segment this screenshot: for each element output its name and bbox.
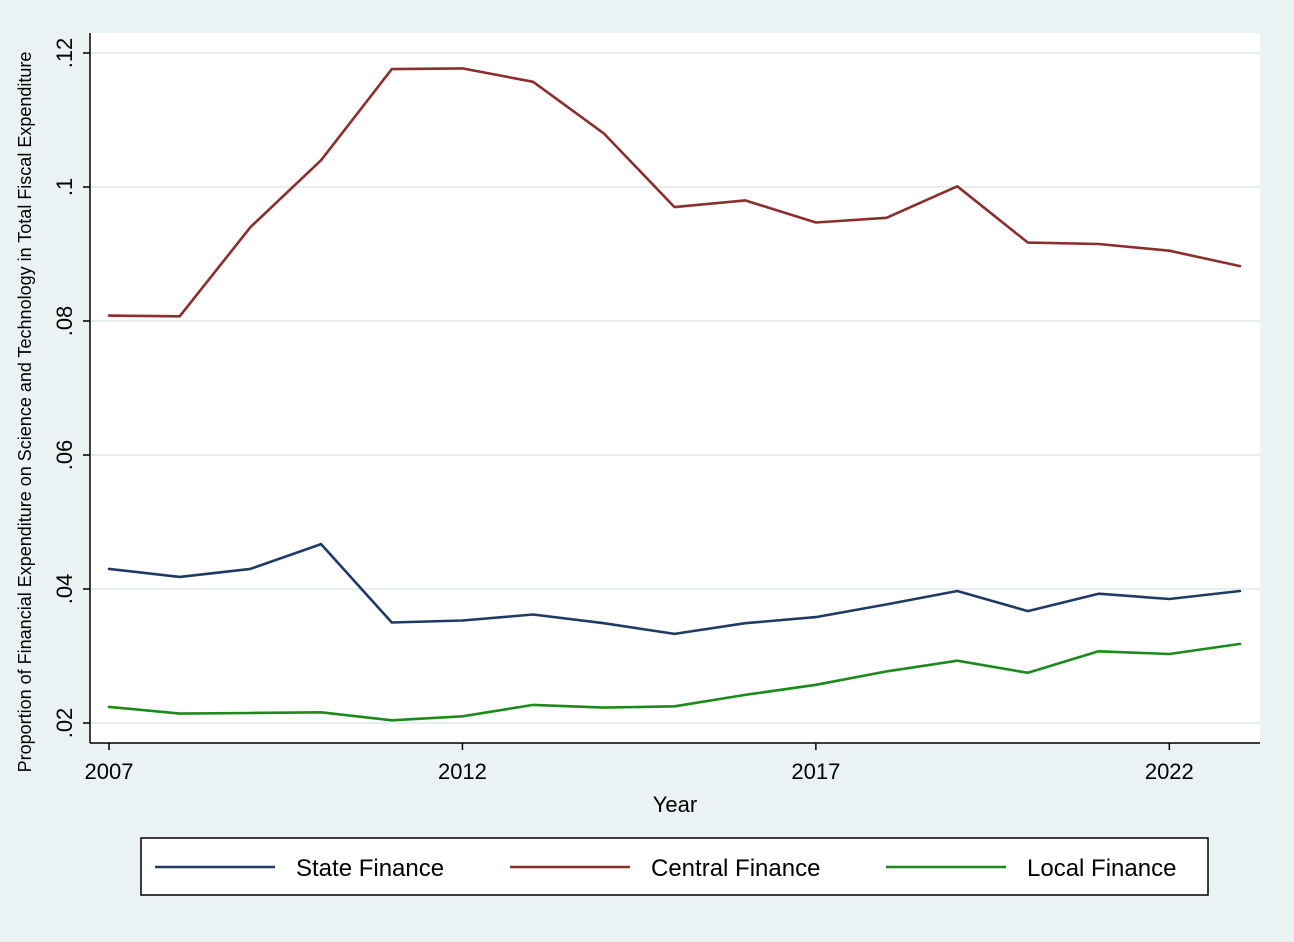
y-tick-label: .12	[52, 38, 77, 69]
y-ticks: .02 .04 .06 .08 .1 .12	[52, 38, 90, 739]
x-axis-title: Year	[653, 792, 697, 817]
series-line-state-finance	[107, 542, 1242, 636]
axes	[89, 33, 1260, 744]
series-line-local-finance	[107, 642, 1242, 722]
legend: State Finance Central Finance Local Financ…	[140, 837, 1209, 896]
y-tick-label: .04	[52, 574, 77, 605]
legend-label-central-finance: Central Finance	[651, 855, 820, 882]
legend-label-local-finance: Local Finance	[1027, 855, 1176, 882]
y-tick-label: .1	[52, 178, 77, 196]
x-tick-label: 2007	[85, 759, 134, 784]
x-tick-label: 2012	[438, 759, 487, 784]
x-ticks: 2007 2012 2017 2022	[85, 743, 1194, 784]
legend-label-state-finance: State Finance	[296, 855, 444, 882]
gridlines	[90, 52, 1260, 724]
y-tick-label: .08	[52, 306, 77, 337]
series-line-central-finance	[107, 67, 1242, 318]
y-tick-label: .06	[52, 440, 77, 471]
y-axis-title: Proportion of Financial Expenditure on S…	[15, 52, 35, 773]
x-tick-label: 2017	[791, 759, 840, 784]
legend-box	[140, 837, 1209, 896]
x-tick-label: 2022	[1145, 759, 1194, 784]
legend-items: State Finance Central Finance Local Financ…	[155, 855, 1176, 882]
plot-area	[90, 33, 1260, 743]
y-tick-label: .02	[52, 708, 77, 739]
series-lines	[107, 67, 1242, 722]
